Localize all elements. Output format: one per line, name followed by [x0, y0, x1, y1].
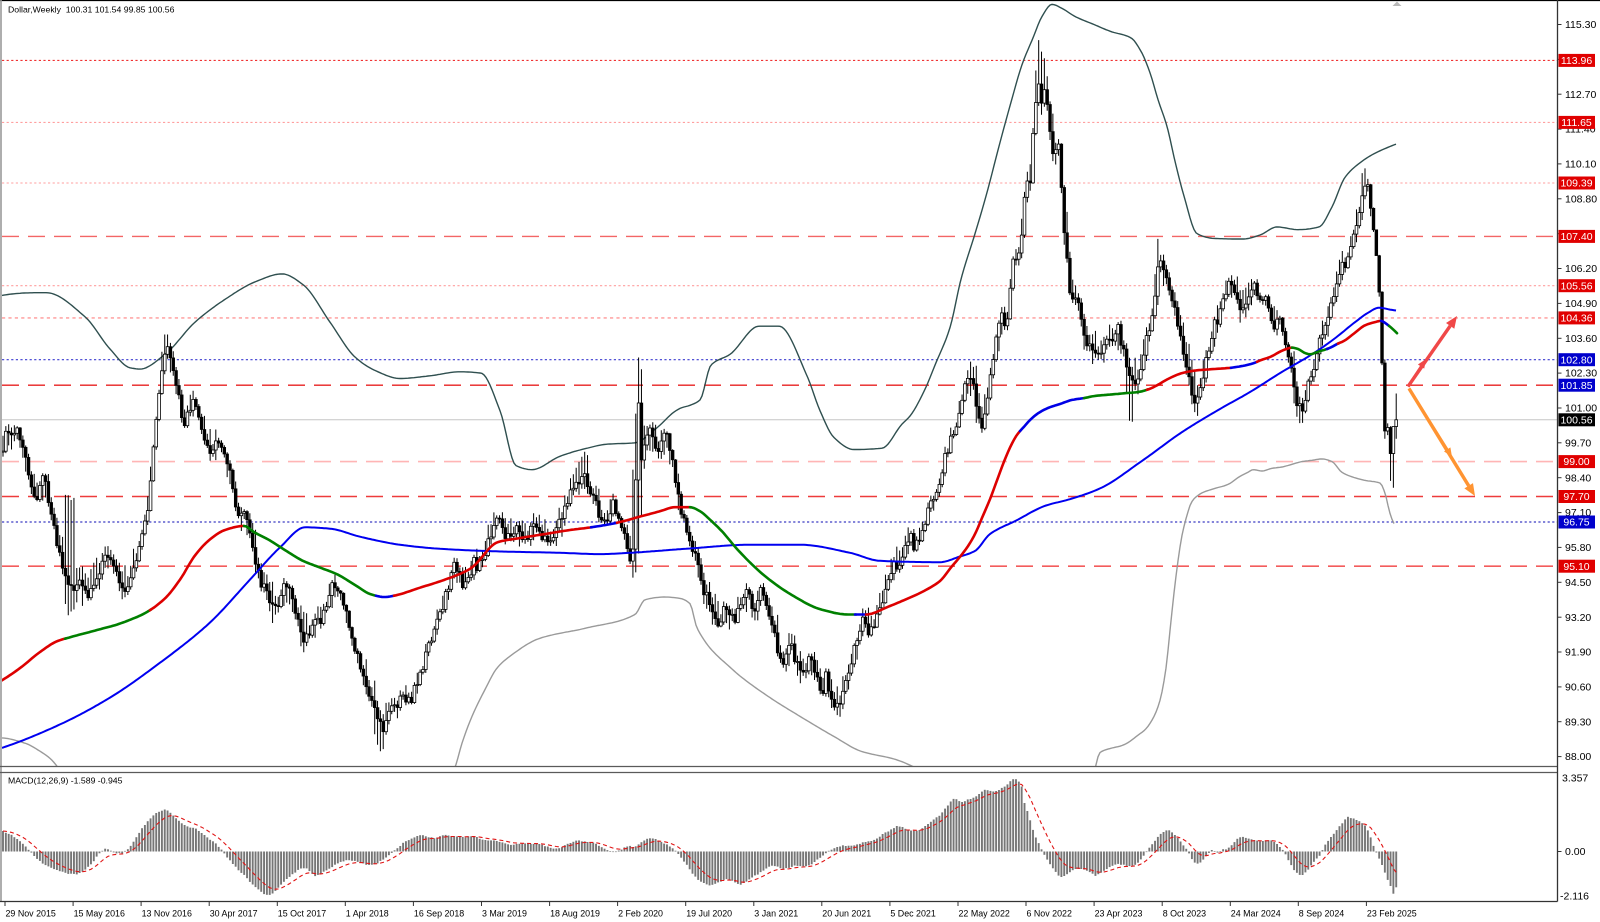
svg-text:106.20: 106.20 — [1565, 263, 1597, 275]
svg-text:6 Nov 2022: 6 Nov 2022 — [1027, 909, 1072, 919]
svg-text:3 Jan 2021: 3 Jan 2021 — [754, 909, 798, 919]
svg-text:19 Jul 2020: 19 Jul 2020 — [686, 909, 732, 919]
svg-text:89.30: 89.30 — [1565, 716, 1591, 728]
svg-text:23 Feb 2025: 23 Feb 2025 — [1367, 909, 1417, 919]
svg-text:93.20: 93.20 — [1565, 612, 1591, 624]
svg-text:22 May 2022: 22 May 2022 — [959, 909, 1010, 919]
svg-text:16 Sep 2018: 16 Sep 2018 — [414, 909, 464, 919]
svg-text:MACD(12,26,9) -1.589 -0.945: MACD(12,26,9) -1.589 -0.945 — [8, 776, 123, 786]
svg-text:30 Apr 2017: 30 Apr 2017 — [210, 909, 258, 919]
svg-text:104.90: 104.90 — [1565, 298, 1597, 310]
svg-text:2 Feb 2020: 2 Feb 2020 — [618, 909, 663, 919]
svg-text:24 Mar 2024: 24 Mar 2024 — [1231, 909, 1281, 919]
svg-text:-2.116: -2.116 — [1560, 891, 1589, 903]
svg-text:29 Nov 2015: 29 Nov 2015 — [6, 909, 56, 919]
svg-text:99.00: 99.00 — [1563, 456, 1589, 468]
svg-text:91.90: 91.90 — [1565, 647, 1591, 659]
svg-text:20 Jun 2021: 20 Jun 2021 — [822, 909, 871, 919]
svg-text:88.00: 88.00 — [1565, 751, 1591, 763]
svg-text:96.75: 96.75 — [1563, 517, 1589, 529]
svg-text:103.60: 103.60 — [1565, 333, 1597, 345]
svg-text:8 Oct 2023: 8 Oct 2023 — [1163, 909, 1206, 919]
svg-text:111.65: 111.65 — [1561, 117, 1592, 129]
svg-text:0.00: 0.00 — [1565, 846, 1586, 858]
svg-text:95.80: 95.80 — [1565, 542, 1591, 554]
svg-text:18 Aug 2019: 18 Aug 2019 — [550, 909, 600, 919]
svg-text:94.50: 94.50 — [1565, 577, 1591, 589]
svg-text:102.80: 102.80 — [1560, 354, 1592, 366]
svg-text:102.30: 102.30 — [1565, 368, 1597, 380]
svg-text:23 Apr 2023: 23 Apr 2023 — [1095, 909, 1143, 919]
svg-text:110.10: 110.10 — [1565, 159, 1596, 171]
svg-text:107.40: 107.40 — [1560, 231, 1592, 243]
svg-text:108.80: 108.80 — [1565, 193, 1597, 205]
svg-text:1 Apr 2018: 1 Apr 2018 — [346, 909, 389, 919]
svg-text:101.85: 101.85 — [1560, 380, 1592, 392]
svg-text:5 Dec 2021: 5 Dec 2021 — [890, 909, 935, 919]
svg-text:99.70: 99.70 — [1565, 437, 1591, 449]
svg-text:Dollar,Weekly 100.31 101.54 9: Dollar,Weekly 100.31 101.54 99.85 100.56 — [8, 5, 175, 15]
svg-text:3.357: 3.357 — [1562, 773, 1588, 785]
svg-text:113.96: 113.96 — [1561, 55, 1592, 67]
svg-text:90.60: 90.60 — [1565, 682, 1591, 694]
svg-text:95.10: 95.10 — [1563, 561, 1589, 573]
svg-text:15 Oct 2017: 15 Oct 2017 — [278, 909, 326, 919]
svg-text:105.56: 105.56 — [1560, 280, 1592, 292]
svg-text:104.36: 104.36 — [1560, 313, 1592, 325]
svg-text:100.56: 100.56 — [1560, 414, 1592, 426]
svg-text:109.39: 109.39 — [1560, 178, 1592, 190]
svg-text:101.00: 101.00 — [1565, 403, 1597, 415]
svg-text:112.70: 112.70 — [1565, 89, 1596, 101]
svg-text:98.40: 98.40 — [1565, 472, 1591, 484]
svg-text:13 Nov 2016: 13 Nov 2016 — [142, 909, 192, 919]
svg-text:115.30: 115.30 — [1565, 19, 1596, 31]
svg-text:97.70: 97.70 — [1563, 491, 1589, 503]
svg-text:15 May 2016: 15 May 2016 — [74, 909, 125, 919]
svg-text:8 Sep 2024: 8 Sep 2024 — [1299, 909, 1344, 919]
svg-text:3 Mar 2019: 3 Mar 2019 — [482, 909, 527, 919]
